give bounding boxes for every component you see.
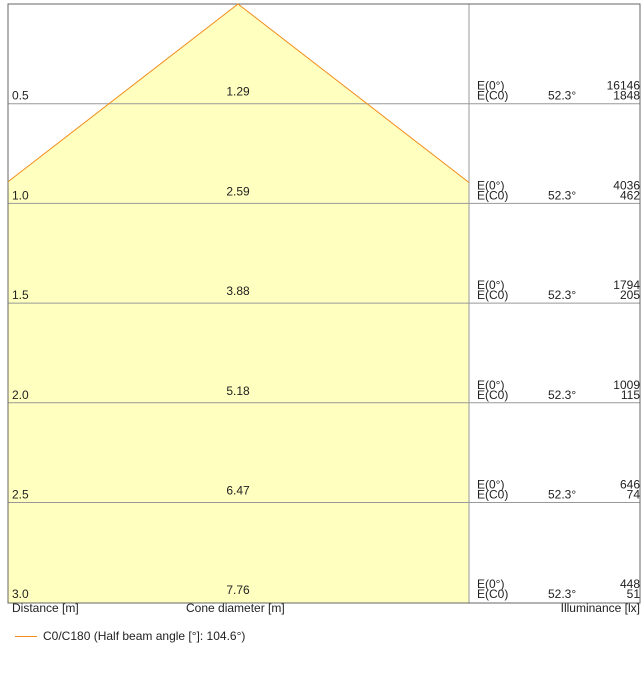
beam-angle-label: 52.3° (548, 587, 576, 601)
ec0-label: E(C0) (477, 288, 508, 302)
distance-label: 3.0 (12, 587, 29, 601)
distance-label: 1.0 (12, 188, 29, 202)
beam-angle-label: 52.3° (548, 488, 576, 502)
legend-label: C0/C180 (Half beam angle [°]: 104.6°) (43, 629, 245, 643)
ec0-value: 74 (627, 488, 641, 502)
beam-angle-label: 52.3° (548, 388, 576, 402)
distance-label: 2.5 (12, 488, 29, 502)
ec0-label: E(C0) (477, 488, 508, 502)
beam-angle-label: 52.3° (548, 288, 576, 302)
beam-angle-label: 52.3° (548, 89, 576, 103)
ec0-value: 1848 (613, 89, 640, 103)
cone-diameter-label: 5.18 (226, 384, 250, 398)
legend: C0/C180 (Half beam angle [°]: 104.6°) (15, 629, 245, 643)
ec0-label: E(C0) (477, 587, 508, 601)
illuminance-axis-label: Illuminance [lx] (561, 601, 640, 615)
ec0-label: E(C0) (477, 188, 508, 202)
cone-diameter-label: 1.29 (226, 85, 250, 99)
cone-diameter-label: 7.76 (226, 583, 250, 597)
legend-line-swatch (15, 636, 37, 637)
ec0-value: 205 (620, 288, 640, 302)
ec0-label: E(C0) (477, 89, 508, 103)
distance-label: 2.0 (12, 388, 29, 402)
cone-diameter-axis-label: Cone diameter [m] (186, 601, 285, 615)
ec0-value: 115 (621, 388, 640, 402)
ec0-value: 51 (627, 587, 641, 601)
distance-label: 1.5 (12, 288, 29, 302)
beam-angle-label: 52.3° (548, 188, 576, 202)
ec0-value: 462 (620, 188, 640, 202)
distance-axis-label: Distance [m] (12, 601, 79, 615)
cone-diameter-label: 2.59 (226, 184, 250, 198)
cone-diameter-label: 3.88 (226, 284, 250, 298)
ec0-label: E(C0) (477, 388, 508, 402)
cone-diameter-label: 6.47 (226, 484, 250, 498)
distance-label: 0.5 (12, 89, 29, 103)
